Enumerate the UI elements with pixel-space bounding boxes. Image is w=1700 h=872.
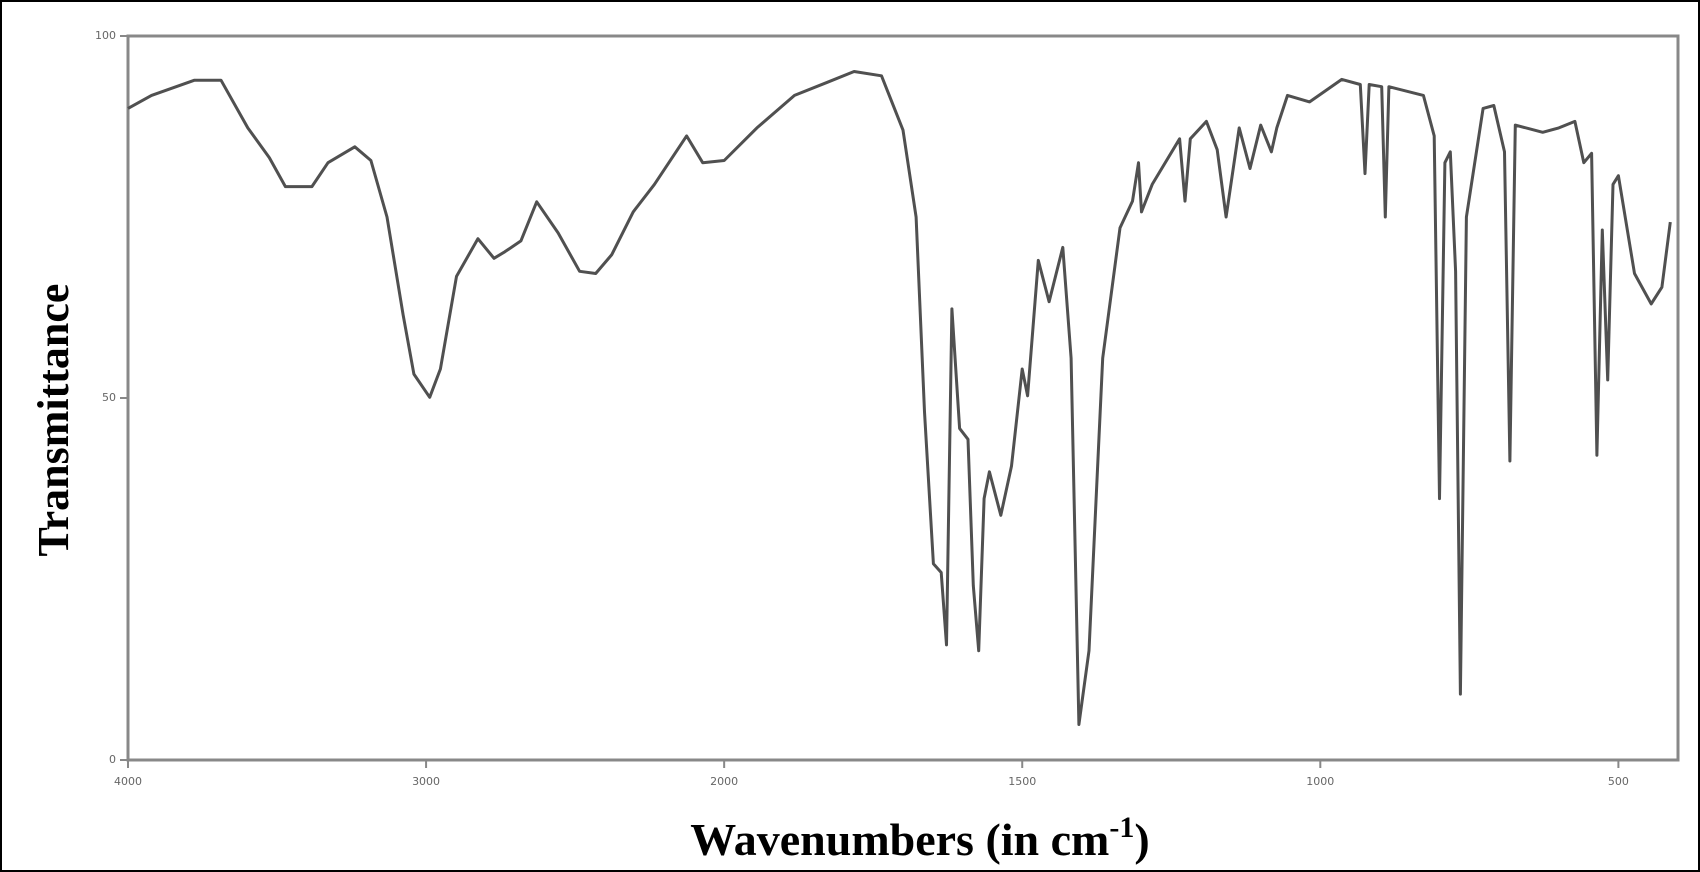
y-tick-label: 0 bbox=[109, 753, 116, 766]
x-tick-label: 500 bbox=[1608, 775, 1629, 788]
x-tick-label: 2000 bbox=[710, 775, 738, 788]
y-tick-label: 100 bbox=[95, 29, 116, 42]
x-tick-label: 1000 bbox=[1306, 775, 1334, 788]
x-axis-label: Wavenumbers (in cm-1) bbox=[690, 811, 1149, 865]
y-tick-label: 50 bbox=[102, 391, 116, 404]
x-tick-label: 3000 bbox=[412, 775, 440, 788]
spectrum-line bbox=[127, 70, 1672, 726]
y-axis-label: Transmittance bbox=[29, 284, 78, 557]
plot-area bbox=[126, 34, 1680, 762]
x-axis-label-suffix: ) bbox=[1134, 814, 1149, 865]
x-axis-label-sup: -1 bbox=[1109, 811, 1134, 844]
x-axis-label-text: Wavenumbers (in cm bbox=[690, 814, 1109, 865]
x-tick-label: 1500 bbox=[1008, 775, 1036, 788]
x-tick-label: 4000 bbox=[114, 775, 142, 788]
